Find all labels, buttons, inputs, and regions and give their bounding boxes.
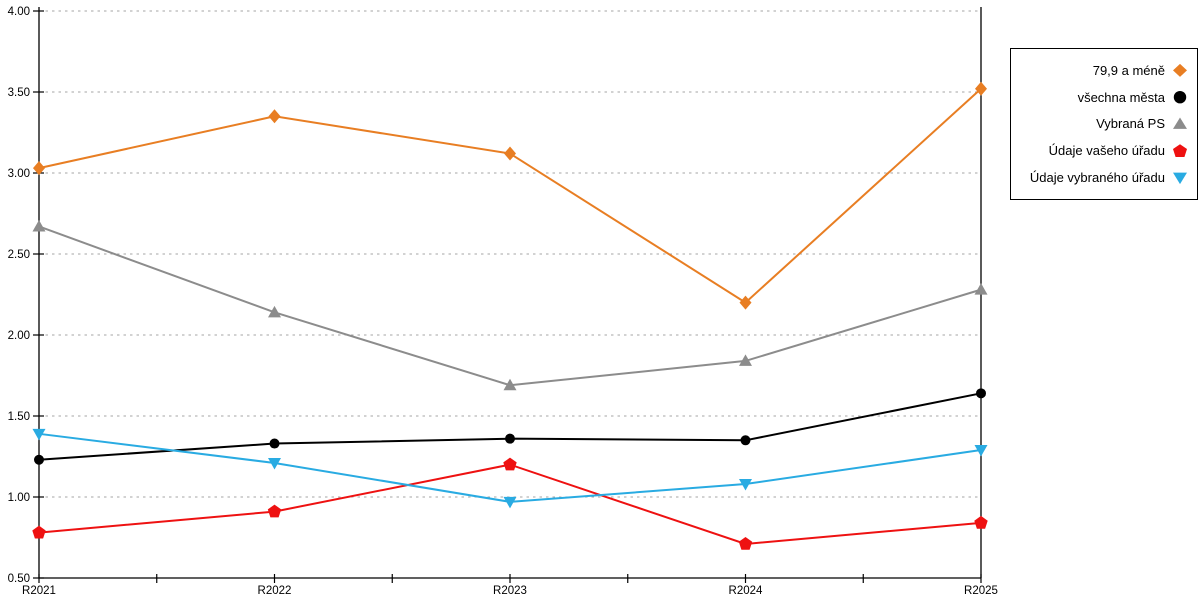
x-tick-label: R2025 — [964, 585, 998, 597]
data-point — [268, 109, 281, 124]
legend-label: všechna města — [1077, 89, 1165, 105]
data-point — [974, 445, 988, 457]
diamond-icon — [1173, 63, 1187, 77]
y-tick-label: 1.00 — [8, 492, 30, 504]
data-point — [503, 496, 517, 509]
data-point — [268, 457, 281, 470]
x-tick-label: R2021 — [22, 585, 56, 597]
x-tick-label: R2023 — [493, 585, 527, 597]
legend-label: 79,9 a méně — [1092, 62, 1165, 78]
data-point — [33, 161, 45, 176]
data-point — [267, 504, 282, 518]
data-point — [32, 428, 46, 441]
x-tick-label: R2022 — [258, 585, 292, 597]
data-point — [505, 433, 515, 444]
series-line — [38, 88, 982, 304]
data-point — [269, 438, 280, 449]
legend-label: Údaje vašeho úřadu — [1048, 143, 1165, 159]
legend-label: Vybraná PS — [1096, 116, 1165, 132]
y-tick-label: 4.00 — [8, 6, 30, 18]
chart-legend: 79,9 a méně všechna města Vybraná PS Úda… — [1010, 48, 1198, 200]
legend-item: Údaje vybraného úřadu — [1030, 170, 1187, 185]
y-tick-label: 2.00 — [8, 330, 30, 342]
y-tick-label: 3.50 — [8, 87, 30, 99]
legend-item: všechna města — [1078, 90, 1187, 105]
data-point — [976, 388, 986, 399]
series-line — [38, 225, 982, 387]
triangle-up-icon — [1173, 117, 1187, 129]
data-point — [32, 219, 46, 232]
y-tick-label: 3.00 — [8, 168, 30, 180]
y-tick-label: 1.50 — [8, 411, 30, 423]
x-tick-label: R2024 — [729, 585, 763, 597]
data-point — [974, 283, 988, 295]
circle-icon — [1173, 90, 1187, 104]
legend-item: 79,9 a méně — [1093, 63, 1187, 78]
data-point — [739, 295, 752, 310]
data-point — [503, 457, 517, 471]
series-line — [38, 392, 982, 461]
data-point — [974, 515, 988, 529]
data-point — [740, 435, 751, 446]
y-tick-label: 0.50 — [8, 573, 30, 585]
legend-item: Údaje vašeho úřadu — [1049, 143, 1187, 158]
data-point — [975, 81, 987, 96]
pentagon-icon — [1173, 144, 1187, 158]
legend-label: Údaje vybraného úřadu — [1029, 170, 1165, 186]
y-tick-label: 2.50 — [8, 249, 30, 261]
legend-item: Vybraná PS — [1096, 116, 1187, 131]
data-point — [739, 479, 752, 491]
data-point — [268, 305, 281, 318]
data-point — [738, 536, 753, 550]
data-point — [504, 146, 516, 161]
data-point — [32, 525, 46, 539]
triangle-down-icon — [1173, 172, 1187, 185]
data-point — [503, 378, 517, 391]
data-point — [739, 354, 752, 366]
data-point — [34, 454, 44, 465]
